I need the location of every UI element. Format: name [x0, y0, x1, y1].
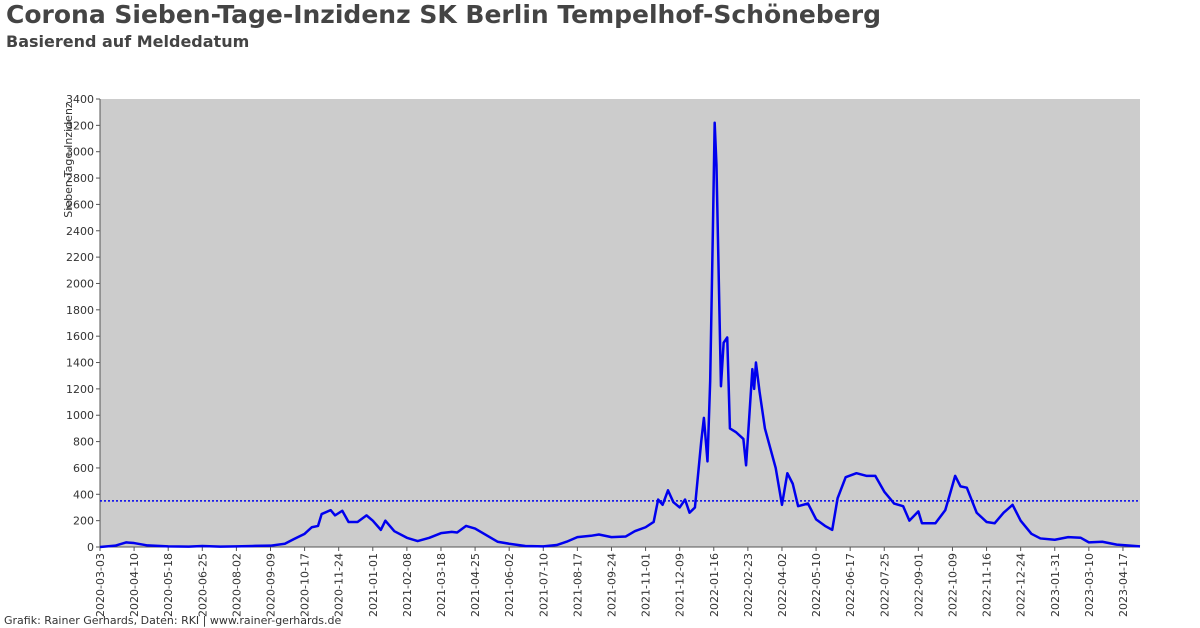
y-tick-label: 800 [73, 436, 94, 449]
y-tick-label: 600 [73, 462, 94, 475]
y-tick-label: 2200 [66, 251, 94, 264]
x-tick-label: 2020-09-09 [264, 553, 277, 617]
x-tick-label: 2021-08-17 [571, 553, 584, 617]
chart-title: Corona Sieben-Tage-Inzidenz SK Berlin Te… [6, 0, 881, 29]
y-tick-label: 1000 [66, 409, 94, 422]
x-tick-label: 2022-10-09 [946, 553, 959, 617]
x-tick-label: 2020-03-03 [94, 553, 107, 617]
x-tick-label: 2022-09-01 [912, 553, 925, 617]
y-tick-label: 2000 [66, 277, 94, 290]
y-tick-label: 1400 [66, 357, 94, 370]
chart-subtitle: Basierend auf Meldedatum [6, 32, 249, 51]
x-tick-label: 2021-11-01 [640, 553, 653, 617]
y-tick-label: 200 [73, 515, 94, 528]
x-tick-label: 2023-04-17 [1117, 553, 1130, 617]
x-tick-label: 2020-10-17 [299, 553, 312, 617]
x-tick-label: 2022-12-24 [1015, 553, 1028, 617]
plot-area [100, 99, 1140, 547]
x-tick-label: 2021-06-02 [503, 553, 516, 617]
y-tick-label: 2800 [66, 172, 94, 185]
x-tick-label: 2020-08-02 [230, 553, 243, 617]
x-tick-label: 2022-07-25 [878, 553, 891, 617]
x-tick-label: 2021-07-10 [537, 553, 550, 617]
x-tick-label: 2023-03-10 [1083, 553, 1096, 617]
x-tick-label: 2021-04-25 [469, 553, 482, 617]
x-tick-label: 2020-05-18 [162, 553, 175, 617]
y-tick-label: 0 [87, 541, 94, 554]
x-tick-label: 2022-11-16 [981, 553, 994, 617]
x-tick-label: 2021-09-24 [605, 553, 618, 617]
y-tick-label: 3400 [66, 93, 94, 106]
y-tick-label: 1200 [66, 383, 94, 396]
x-tick-label: 2020-04-10 [128, 553, 141, 617]
y-axis-label: Sieben-Tage-Inzidenz [62, 102, 75, 218]
y-tick-label: 3000 [66, 146, 94, 159]
x-tick-label: 2022-06-17 [844, 553, 857, 617]
data-line [99, 121, 1141, 549]
x-tick-label: 2022-04-02 [776, 553, 789, 617]
y-tick-label: 400 [73, 488, 94, 501]
x-tick-label: 2021-02-08 [401, 553, 414, 617]
y-tick-label: 1600 [66, 330, 94, 343]
y-tick-label: 2400 [66, 225, 94, 238]
x-tick-label: 2021-12-09 [674, 553, 687, 617]
y-tick-label: 3200 [66, 119, 94, 132]
x-tick-label: 2021-03-18 [435, 553, 448, 617]
x-tick-label: 2020-06-25 [196, 553, 209, 617]
x-tick-label: 2022-01-16 [708, 553, 721, 617]
x-tick-label: 2022-05-10 [810, 553, 823, 617]
y-tick-label: 1800 [66, 304, 94, 317]
x-tick-label: 2022-02-23 [742, 553, 755, 617]
y-tick-label: 2600 [66, 198, 94, 211]
x-tick-label: 2021-01-01 [367, 553, 380, 617]
footer: Grafik: Rainer Gerhards, Daten: RKI | ww… [4, 614, 342, 627]
x-tick-label: 2020-11-24 [333, 553, 346, 617]
x-tick-label: 2023-01-31 [1049, 553, 1062, 617]
